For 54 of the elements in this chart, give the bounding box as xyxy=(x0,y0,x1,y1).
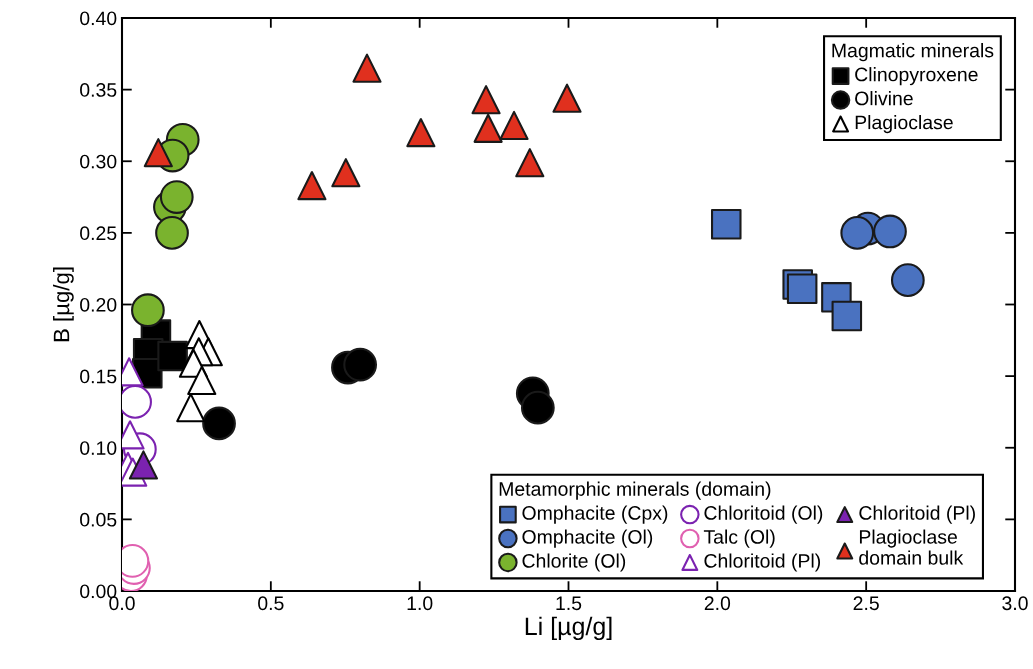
point xyxy=(873,214,907,249)
legend-title: Metamorphic minerals (domain) xyxy=(499,481,771,500)
point xyxy=(202,406,236,441)
y-axis-title: B [µg/g] xyxy=(53,267,74,342)
point xyxy=(159,180,194,214)
point xyxy=(176,393,206,423)
y-tick-label: 0.35 xyxy=(80,83,117,97)
x-axis-title: Li [µg/g] xyxy=(525,616,612,641)
point xyxy=(187,365,217,395)
point xyxy=(128,450,159,480)
point xyxy=(552,83,582,113)
x-tick-label: 1.5 xyxy=(556,596,582,611)
legend-label: Olivine xyxy=(855,91,913,106)
legend-label: Omphacite (Ol) xyxy=(522,529,653,548)
y-tick-label: 0.10 xyxy=(80,441,117,455)
legend-label: Chloritoid (Pl) xyxy=(704,553,821,572)
y-tick-label: 0.20 xyxy=(80,297,117,312)
point xyxy=(840,216,875,250)
x-tick-label: 0.5 xyxy=(258,596,284,611)
x-tick-label: 2.0 xyxy=(704,596,731,611)
point xyxy=(297,171,327,201)
legend-label: Plagioclase domain bulk xyxy=(859,529,964,565)
point xyxy=(143,138,173,168)
point xyxy=(499,110,529,141)
point xyxy=(831,300,863,332)
x-tick-label: 3.0 xyxy=(1002,596,1028,611)
point xyxy=(331,158,361,188)
y-tick-label: 0.05 xyxy=(80,512,117,527)
y-tick-label: 0.30 xyxy=(80,154,117,169)
point xyxy=(352,53,382,83)
point xyxy=(710,209,742,240)
y-tick-label: 0.25 xyxy=(80,226,117,241)
x-tick-label: 1.0 xyxy=(407,596,433,611)
x-tick-label: 2.5 xyxy=(853,596,879,611)
legend-label: Chloritoid (Pl) xyxy=(859,505,975,524)
y-tick-label: 0.40 xyxy=(80,11,117,26)
legend-label: Clinopyroxene xyxy=(855,67,978,86)
legend-label: Chloritoid (Ol) xyxy=(704,505,823,524)
point xyxy=(343,347,378,382)
point xyxy=(155,216,189,250)
point xyxy=(890,263,925,298)
legend-label: Plagioclase xyxy=(855,115,953,134)
legend-label: Talc (Ol) xyxy=(703,529,775,548)
point xyxy=(471,85,501,115)
point xyxy=(131,293,165,328)
legend-label: Chlorite (Ol) xyxy=(522,553,626,572)
point xyxy=(406,118,436,148)
point xyxy=(520,390,555,425)
point xyxy=(515,148,545,178)
y-tick-label: 0.15 xyxy=(80,369,117,384)
legend-label: Omphacite (Cpx) xyxy=(522,505,668,524)
point xyxy=(473,113,503,143)
legend-title: Magmatic minerals xyxy=(832,43,994,62)
point xyxy=(157,340,188,372)
